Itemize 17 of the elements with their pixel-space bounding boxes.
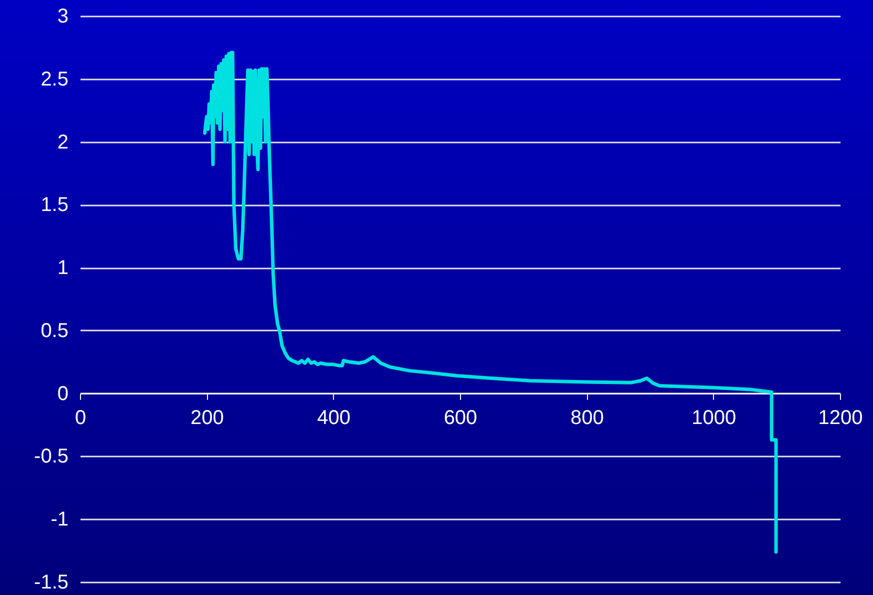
x-tick-label: 600	[444, 406, 478, 429]
y-tick-label: 0	[57, 382, 68, 405]
y-tick-label: 1	[57, 257, 68, 280]
x-tick-label: 1200	[818, 406, 863, 429]
y-tick-label: 2.5	[40, 68, 68, 90]
y-tick-label: 1.5	[40, 194, 68, 216]
x-tick-label: 800	[570, 406, 604, 429]
y-tick-label: -1.5	[34, 572, 68, 594]
x-tick-label: 400	[317, 406, 351, 429]
x-tick-label: 200	[190, 406, 224, 429]
y-tick-label: 2	[57, 131, 68, 154]
x-tick-label: 1000	[692, 406, 736, 429]
x-tick-label: 0	[74, 406, 86, 429]
y-tick-label: -1	[50, 508, 68, 531]
y-tick-label: -0.5	[34, 446, 68, 468]
y-tick-label: 3	[57, 6, 68, 28]
y-tick-label: 0.5	[40, 320, 68, 342]
